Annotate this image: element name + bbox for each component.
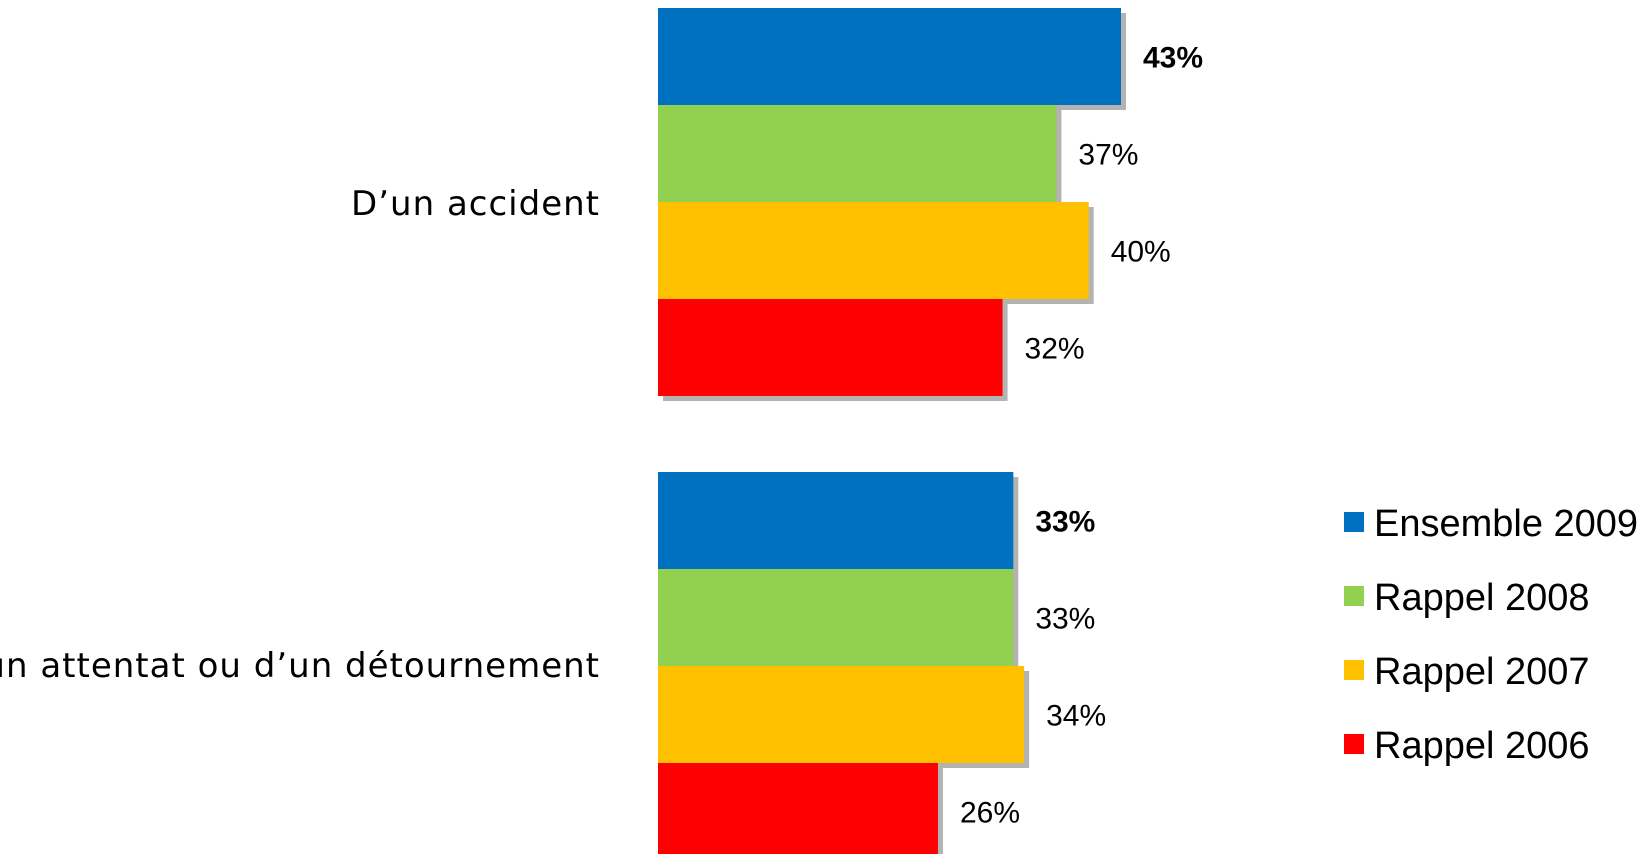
bar-ensemble-2009-attentat [658, 472, 1014, 569]
legend-label-ensemble-2009: Ensemble 2009 [1374, 503, 1638, 545]
legend-swatch-rappel-2006 [1344, 734, 1364, 754]
bar-rappel-2007-attentat [658, 666, 1025, 763]
value-label-rappel-2008-accident: 37% [1078, 139, 1138, 172]
value-label-rappel-2008-attentat: 33% [1035, 603, 1095, 636]
legend-swatch-rappel-2007 [1344, 660, 1364, 680]
value-label-rappel-2007-attentat: 34% [1046, 700, 1106, 733]
bar-rappel-2007-accident [658, 202, 1089, 299]
legend-label-rappel-2008: Rappel 2008 [1374, 577, 1590, 619]
legend-swatch-rappel-2008 [1344, 586, 1364, 606]
legend-swatch-ensemble-2009 [1344, 512, 1364, 532]
category-label-accident: D’un accident [351, 184, 600, 224]
value-label-rappel-2007-accident: 40% [1111, 236, 1171, 269]
legend-label-rappel-2006: Rappel 2006 [1374, 725, 1590, 767]
legend-label-rappel-2007: Rappel 2007 [1374, 651, 1590, 693]
value-label-ensemble-2009-attentat: 33% [1035, 506, 1095, 539]
bar-ensemble-2009-accident [658, 8, 1121, 105]
legend: Ensemble 2009 Rappel 2008 Rappel 2007 Ra… [1344, 503, 1638, 767]
bar-rappel-2006-attentat [658, 763, 938, 854]
value-label-rappel-2006-accident: 32% [1025, 333, 1085, 366]
value-label-ensemble-2009-accident: 43% [1143, 42, 1203, 75]
bars-group [658, 8, 1126, 854]
bar-rappel-2008-accident [658, 105, 1057, 202]
value-labels-group: 43% 37% 40% 32% 33% 33% 34% 26% [960, 42, 1203, 830]
bar-rappel-2008-attentat [658, 569, 1014, 666]
bar-rappel-2006-accident [658, 299, 1003, 396]
value-label-rappel-2006-attentat: 26% [960, 797, 1020, 830]
category-label-attentat: D’un attentat ou d’un détournement [0, 646, 600, 686]
